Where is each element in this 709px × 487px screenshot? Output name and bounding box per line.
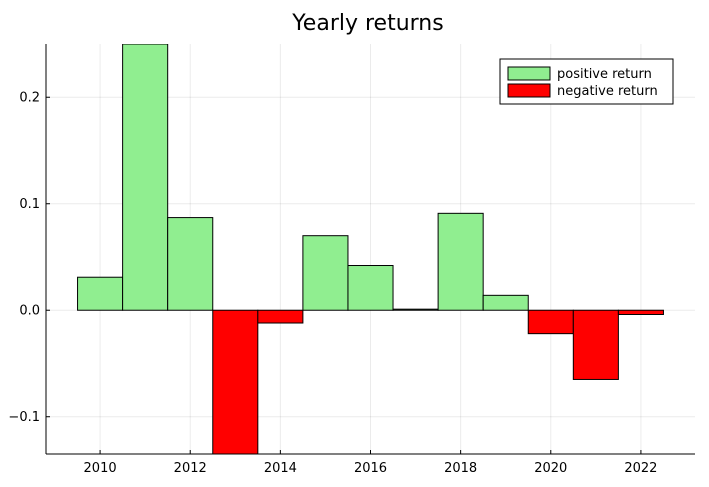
chart-title: Yearly returns	[291, 11, 443, 36]
x-tick-label: 2016	[354, 461, 387, 476]
bars	[77, 44, 664, 454]
bar-2019	[482, 294, 529, 311]
y-tick-label: 0.0	[19, 304, 40, 319]
bar-2010	[77, 276, 124, 311]
x-tick-label: 2018	[444, 461, 477, 476]
bar-2016	[347, 265, 394, 311]
legend-swatch-negative	[507, 83, 551, 98]
y-tick-label: −0.1	[8, 410, 40, 425]
x-tick-label: 2014	[264, 461, 297, 476]
bar-2012	[167, 217, 214, 311]
x-tick-label: 2020	[534, 461, 567, 476]
bar-2015	[302, 235, 349, 311]
bar-2021	[572, 309, 619, 380]
x-tick-label: 2010	[84, 461, 117, 476]
tick-labels: 2010 2012 2014 2016 2018 2020 2022 −0.1 0.0 0.1 0.…	[8, 91, 657, 476]
bar-2017	[392, 308, 439, 311]
bar-2014	[257, 309, 304, 324]
x-tick-label: 2022	[624, 461, 657, 476]
bar-2020	[527, 309, 574, 335]
bar-group	[77, 44, 664, 454]
legend-label-negative: negative return	[557, 84, 658, 99]
bar-2013	[212, 309, 259, 454]
legend-swatch-positive	[507, 66, 551, 81]
bar-2022	[617, 309, 664, 315]
legend: positive return negative return	[499, 58, 674, 105]
legend-label-positive: positive return	[557, 67, 652, 82]
y-tick-label: 0.1	[19, 197, 40, 212]
bar-2011	[122, 44, 169, 311]
x-tick-label: 2012	[174, 461, 207, 476]
bar-2018	[437, 212, 484, 311]
y-tick-label: 0.2	[19, 91, 40, 106]
